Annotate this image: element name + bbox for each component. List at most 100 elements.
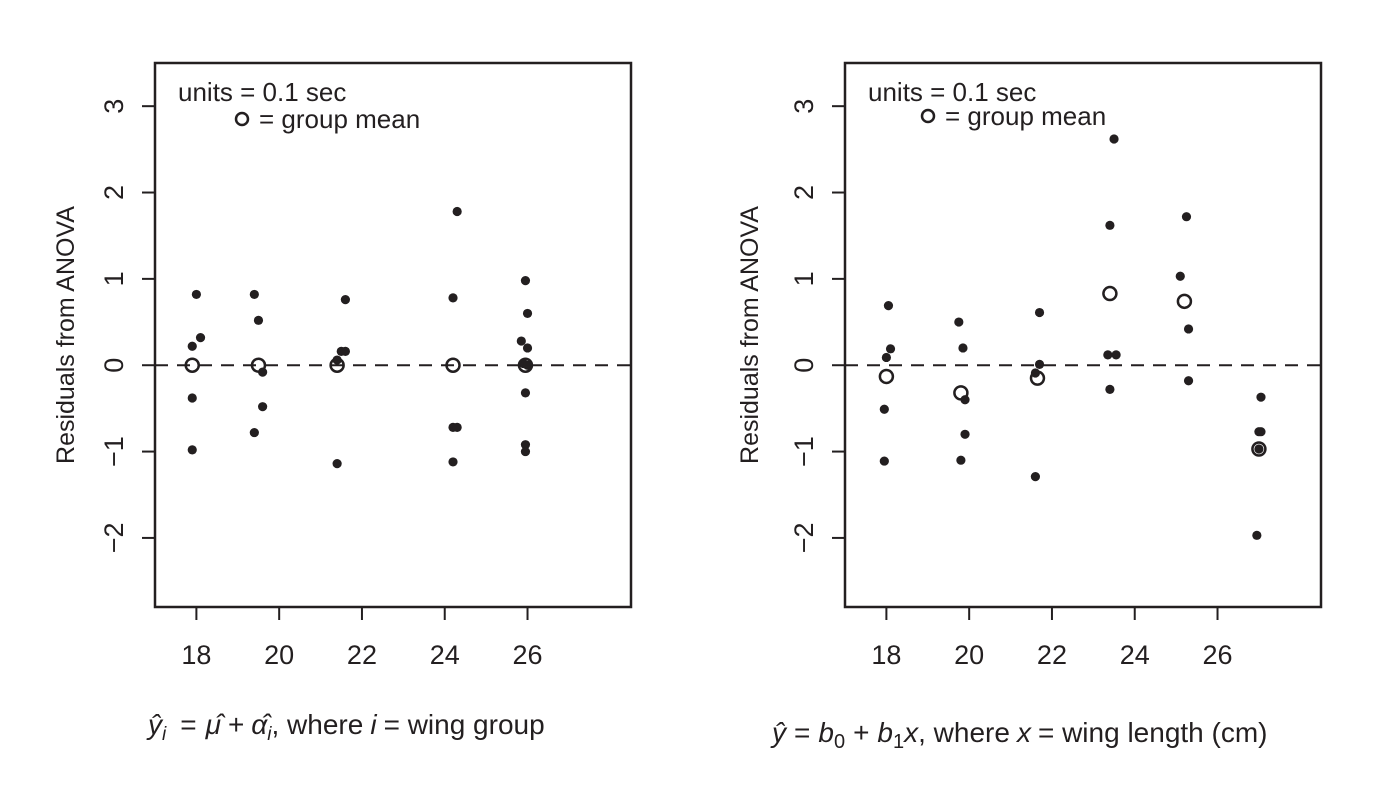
right-residual-point (960, 395, 970, 405)
left-y-tick-label: 1 (99, 271, 129, 286)
right-group-mean-point (878, 368, 895, 385)
left-residual-point (520, 440, 531, 450)
left-y-tick-label: 3 (99, 99, 129, 114)
right-residual-point (881, 352, 891, 363)
right-residual-point (954, 317, 964, 327)
left-xlab-plus: + (228, 709, 244, 740)
right-y-tick-label: −2 (789, 523, 819, 554)
left-residual-point (195, 332, 206, 343)
right-y-tick-label: 0 (789, 358, 819, 373)
right-residual-point (1252, 530, 1262, 540)
left-xlab-where: , where (272, 709, 364, 740)
left-x-axis: 18 20 22 24 26 (181, 607, 543, 670)
left-xlab-alpha: α̂ (251, 709, 272, 740)
right-residual-point (1034, 359, 1045, 369)
right-residual-point (879, 456, 889, 466)
left-residual-point (187, 341, 197, 351)
right-xlab-plus: + (853, 717, 869, 748)
right-xlab-rest: = wing length (cm) (1038, 717, 1268, 748)
right-x-tick-label: 20 (954, 640, 984, 670)
left-y-axis: −2 −1 0 1 2 3 (99, 99, 155, 554)
left-group-mean-point (250, 357, 267, 373)
right-residual-point (1181, 212, 1192, 222)
right-legend-units: units = 0.1 sec (868, 77, 1036, 107)
left-residual-point (522, 343, 533, 353)
right-residual-point (1256, 392, 1266, 402)
left-y-tick-label: −1 (99, 436, 129, 467)
left-residual-point (448, 457, 458, 467)
left-y-tick-label: 0 (99, 358, 129, 373)
right-residual-point (1105, 384, 1115, 394)
right-group-mean-point (1251, 441, 1267, 457)
right-residual-point (1109, 134, 1119, 144)
left-residual-point (340, 294, 350, 305)
left-x-tick-label: 18 (181, 640, 211, 670)
left-residual-point (452, 206, 462, 217)
right-xlab-x2: x (1015, 717, 1032, 748)
left-residual-point (187, 445, 197, 455)
left-legend-open-circle-icon (234, 111, 250, 127)
left-residual-point (452, 422, 462, 432)
right-residual-point (879, 404, 889, 414)
right-residual-point (1175, 271, 1185, 281)
left-xlab-mu: μ̂ (205, 709, 226, 740)
left-legend-group-mean: = group mean (259, 104, 420, 134)
right-panel: 18 20 22 24 26 −2 −1 0 1 2 3 Residuals from ANOVA… (736, 61, 1323, 753)
left-xlab-sub-i2: i (267, 724, 272, 745)
left-x-axis-title: ŷi = μ̂ + α̂i, where i = wing group (146, 709, 545, 745)
right-y-tick-label: 3 (789, 99, 819, 114)
left-residual-point (520, 276, 531, 286)
left-x-tick-label: 22 (347, 640, 377, 670)
left-xlab-sub-i: i (162, 724, 167, 745)
right-residual-point (960, 429, 970, 439)
left-residual-point (258, 402, 268, 412)
left-x-tick-label: 24 (430, 640, 460, 670)
right-y-tick-label: 1 (789, 271, 819, 286)
right-data-marks (845, 134, 1321, 540)
left-xlab-yhat: ŷ (146, 709, 164, 740)
right-x-axis-title: ŷ = b0 + b1x, where x = wing length (cm) (770, 717, 1268, 753)
left-legend-units: units = 0.1 sec (178, 77, 346, 107)
right-residual-point (1183, 376, 1194, 386)
right-xlab-b0sub: 0 (834, 731, 845, 753)
right-xlab-b0: b (818, 717, 834, 748)
left-residual-point (191, 289, 201, 300)
left-y-tick-label: −2 (99, 523, 129, 554)
right-y-tick-label: −1 (789, 436, 819, 467)
left-group-mean-point (184, 357, 201, 373)
right-residual-point (1034, 307, 1045, 318)
right-group-mean-point (953, 385, 969, 401)
left-residual-point (448, 293, 458, 303)
left-residual-point (258, 367, 268, 377)
left-xlab-i: i (370, 709, 377, 740)
left-residual-point (187, 393, 197, 403)
right-group-mean-point (1029, 370, 1046, 386)
left-residual-point (332, 355, 342, 365)
right-x-tick-label: 18 (871, 640, 901, 670)
left-residual-point (332, 459, 342, 469)
right-y-tick-label: 2 (789, 185, 819, 200)
right-xlab-x: x (902, 717, 919, 748)
right-xlab-b1: b (877, 717, 893, 748)
right-residual-point (958, 343, 968, 353)
left-residual-point (253, 315, 264, 325)
right-x-axis: 18 20 22 24 26 (871, 607, 1233, 670)
left-residual-point (522, 360, 533, 370)
right-residual-point (1103, 350, 1113, 360)
right-x-tick-label: 22 (1037, 640, 1067, 670)
right-xlab-eq: = (794, 717, 810, 748)
left-xlab-eq: = (180, 709, 196, 740)
right-legend-open-circle-icon (920, 108, 936, 124)
right-residual-point (885, 344, 896, 354)
right-residual-point (1030, 472, 1040, 482)
left-group-mean-point (445, 357, 461, 373)
left-y-axis-title: Residuals from ANOVA (52, 206, 80, 464)
right-y-axis-title: Residuals from ANOVA (736, 206, 764, 464)
right-xlab-where: , where (918, 717, 1010, 748)
left-residual-point (522, 308, 533, 319)
right-legend-group-mean: = group mean (945, 101, 1106, 131)
left-panel: 18 20 22 24 26 −2 −1 0 1 2 3 Residuals from ANOVA… (52, 61, 633, 745)
right-residual-point (1111, 350, 1121, 360)
right-residual-point (956, 455, 966, 465)
